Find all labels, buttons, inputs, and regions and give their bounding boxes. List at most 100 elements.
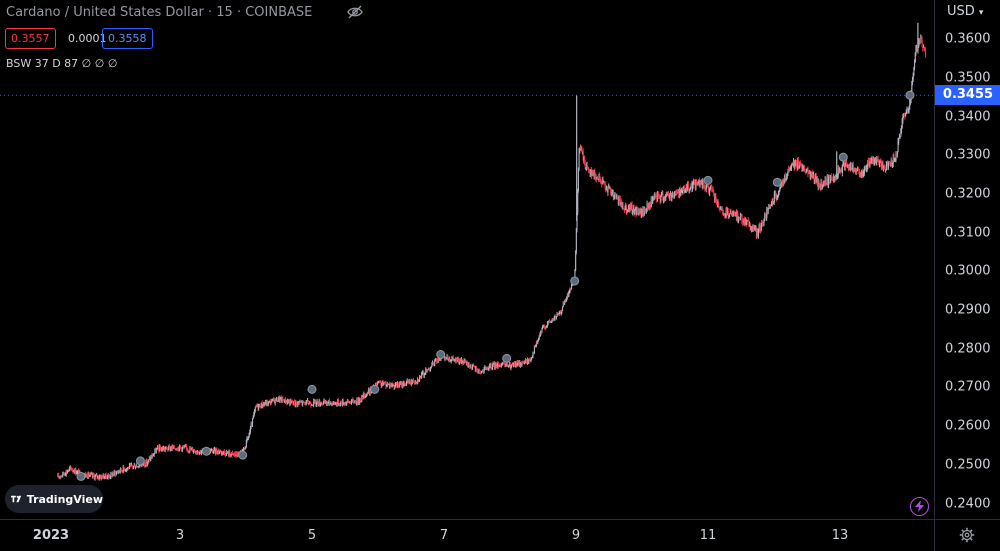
chart-settings[interactable] xyxy=(934,519,1000,551)
price-axis[interactable]: USD ▾ 0.2400 0.2500 0.2600 0.2700 0.2800 0.29… xyxy=(934,0,1000,519)
candle-body xyxy=(627,210,629,212)
candle-body xyxy=(921,39,923,48)
candle-body xyxy=(765,214,766,216)
candle-body xyxy=(568,292,570,297)
flash-icon[interactable] xyxy=(910,497,929,516)
candle-body xyxy=(109,475,111,478)
candle-body xyxy=(291,401,293,403)
hide-eye-icon[interactable] xyxy=(346,4,364,20)
candle-body xyxy=(781,182,783,185)
gear-icon[interactable] xyxy=(959,527,975,543)
candle-body xyxy=(476,369,478,372)
candle-body xyxy=(398,385,400,387)
tradingview-logo[interactable]: TradingView xyxy=(5,485,103,513)
candle-body xyxy=(886,163,888,164)
candle-body xyxy=(822,184,824,187)
candle-body xyxy=(395,382,397,384)
candle-body xyxy=(912,79,914,85)
candle-body xyxy=(491,368,493,370)
candle-body xyxy=(266,401,268,405)
candle-body xyxy=(478,369,480,373)
bid-price-box[interactable]: 0.3557 xyxy=(5,28,56,49)
candle-body xyxy=(838,168,840,172)
candle-body xyxy=(793,161,795,166)
candle-body xyxy=(505,363,507,366)
candle-body xyxy=(464,359,466,361)
candle-body xyxy=(345,402,347,404)
candle-body xyxy=(691,183,693,190)
candle-body xyxy=(754,226,755,231)
candle-body xyxy=(425,369,427,374)
candle-body xyxy=(470,365,472,369)
candle-body xyxy=(584,156,586,164)
chart-plot-area[interactable]: Cardano / United States Dollar · 15 · CO… xyxy=(0,0,934,519)
time-tick-label: 13 xyxy=(831,528,849,543)
candle-body xyxy=(519,361,521,366)
candle-body xyxy=(100,475,102,479)
candle-body xyxy=(454,359,456,360)
candle-body xyxy=(538,339,540,341)
candle-body xyxy=(849,166,851,170)
candle-body xyxy=(712,188,713,190)
candle-body xyxy=(390,384,392,386)
ask-price-box[interactable]: 0.3558 xyxy=(102,28,153,49)
candle-body xyxy=(70,467,72,469)
candle-body xyxy=(252,416,254,419)
candle-body xyxy=(126,468,128,470)
time-axis[interactable]: 2023 3 5 7 9 11 13 xyxy=(0,519,934,551)
candle-body xyxy=(791,164,793,168)
candle-body xyxy=(85,473,86,477)
candle-body xyxy=(631,204,633,213)
candle-body xyxy=(257,404,259,409)
candle-body xyxy=(653,197,655,199)
candle-body xyxy=(820,186,821,190)
candle-body xyxy=(459,361,460,363)
candle-body xyxy=(906,110,908,113)
candle-body xyxy=(547,322,549,324)
candle-body xyxy=(883,165,885,169)
candle-body xyxy=(190,448,192,450)
candle-body xyxy=(600,180,602,184)
candle-body xyxy=(342,400,344,405)
candle-body xyxy=(847,166,849,168)
candle-body xyxy=(884,167,886,170)
candle-body xyxy=(851,168,853,170)
candle-body xyxy=(127,468,128,469)
candle-body xyxy=(850,162,852,170)
candle-body xyxy=(484,367,486,369)
candle-body xyxy=(471,368,473,370)
candle-body xyxy=(558,314,559,315)
candle-body xyxy=(191,448,193,450)
candle-body xyxy=(599,175,601,180)
indicator-legend[interactable]: BSW 37 D 87 ∅ ∅ ∅ xyxy=(6,57,118,70)
candle-body xyxy=(215,448,216,454)
candle-body xyxy=(700,180,702,185)
candle-body xyxy=(174,448,176,450)
candlestick-chart[interactable] xyxy=(0,0,934,519)
time-tick-label: 2023 xyxy=(32,528,70,543)
candle-body xyxy=(301,402,303,405)
candle-body xyxy=(410,383,412,385)
candle-body xyxy=(536,341,538,343)
candle-body xyxy=(712,189,714,193)
candle-body xyxy=(562,303,564,307)
candle-body xyxy=(740,215,742,219)
candle-body xyxy=(663,199,665,201)
candle-body xyxy=(448,359,449,361)
candle-body xyxy=(446,358,447,359)
candle-body xyxy=(229,451,231,455)
candle-body xyxy=(630,204,632,210)
candle-body xyxy=(852,164,854,169)
candle-body xyxy=(575,252,577,271)
currency-selector[interactable]: USD ▾ xyxy=(947,4,983,19)
candle-body xyxy=(925,50,927,57)
candle-body xyxy=(806,168,808,170)
candle-body xyxy=(587,167,589,170)
candle-body xyxy=(923,46,925,49)
candle-body xyxy=(898,137,900,142)
candle-body xyxy=(384,382,386,384)
candle-body xyxy=(910,99,911,102)
candle-body xyxy=(283,400,285,403)
candle-body xyxy=(923,46,925,48)
candle-body xyxy=(839,170,841,172)
